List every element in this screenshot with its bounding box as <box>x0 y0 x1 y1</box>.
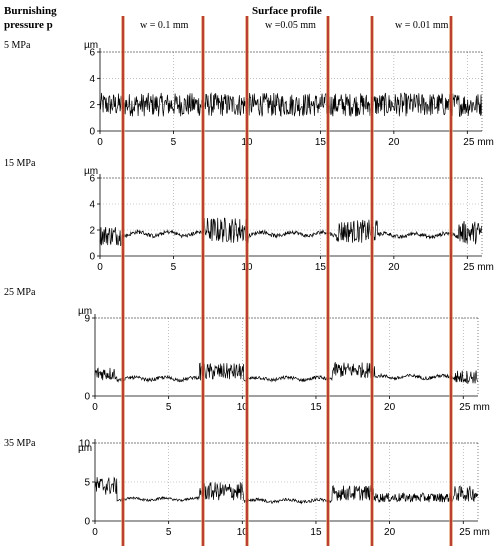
y-unit-label: µm <box>78 443 92 454</box>
x-tick-label: 20 <box>384 402 396 413</box>
zone-label-w-0-1: w = 0.1 mm <box>140 20 189 31</box>
x-tick-label: 25 mm <box>459 402 490 413</box>
surface-profile-header: Surface profile <box>252 5 322 17</box>
profile-trace <box>94 476 478 505</box>
profile-panel-3: 0 5 10 15 20 25 mm 0 9µm <box>78 306 490 413</box>
x-tick-label: 20 <box>384 527 396 538</box>
y-tick-label: 10 <box>79 439 91 450</box>
x-tick-label: 25 mm <box>459 527 490 538</box>
x-tick-label: 15 <box>310 402 322 413</box>
x-tick-label: 15 <box>315 137 327 148</box>
y-tick-label: 4 <box>89 200 95 211</box>
pressure-header-line1: Burnishing <box>4 5 57 17</box>
x-tick-label: 0 <box>92 402 98 413</box>
x-tick-label: 5 <box>166 527 172 538</box>
zone-boundary-lines <box>121 16 453 546</box>
zone-label-w-0-05: w =0.05 mm <box>265 20 316 31</box>
y-tick-label: 0 <box>89 252 95 263</box>
pressure-header-line2: pressure p <box>4 19 53 31</box>
x-tick-label: 20 <box>388 137 400 148</box>
profile-trace <box>94 362 478 384</box>
x-tick-label: 25 mm <box>463 137 494 148</box>
y-unit-label: µm <box>84 40 98 51</box>
pressure-label-35: 35 MPa <box>4 438 36 449</box>
y-tick-label: 2 <box>89 100 95 111</box>
zone-label-w-0-01: w = 0.01 mm <box>395 20 449 31</box>
pressure-header: Burnishing pressure p <box>4 4 57 32</box>
x-tick-label: 15 <box>315 262 327 273</box>
pressure-label-25: 25 MPa <box>4 287 36 298</box>
profile-trace <box>99 217 482 247</box>
profile-trace <box>99 92 482 118</box>
y-tick-label: 5 <box>84 478 90 489</box>
y-tick-label: 2 <box>89 226 95 237</box>
y-tick-label: 9 <box>84 314 90 325</box>
y-tick-label: 6 <box>89 174 95 185</box>
y-tick-label: 0 <box>89 127 95 138</box>
y-tick-label: 4 <box>89 74 95 85</box>
x-tick-label: 25 mm <box>463 262 494 273</box>
x-tick-label: 15 <box>310 527 322 538</box>
x-tick-label: 10 <box>237 527 249 538</box>
x-tick-label: 0 <box>97 262 103 273</box>
x-tick-label: 10 <box>237 402 249 413</box>
x-tick-label: 0 <box>97 137 103 148</box>
pressure-label-5: 5 MPa <box>4 40 31 51</box>
y-unit-label: µm <box>78 306 92 317</box>
x-tick-label: 5 <box>171 262 177 273</box>
y-unit-label: µm <box>84 166 98 177</box>
y-tick-label: 0 <box>84 517 90 528</box>
x-tick-label: 5 <box>171 137 177 148</box>
x-tick-label: 0 <box>92 527 98 538</box>
y-tick-label: 0 <box>84 392 90 403</box>
y-tick-label: 6 <box>89 48 95 59</box>
x-tick-label: 5 <box>166 402 172 413</box>
x-tick-label: 20 <box>388 262 400 273</box>
pressure-label-15: 15 MPa <box>4 158 36 169</box>
